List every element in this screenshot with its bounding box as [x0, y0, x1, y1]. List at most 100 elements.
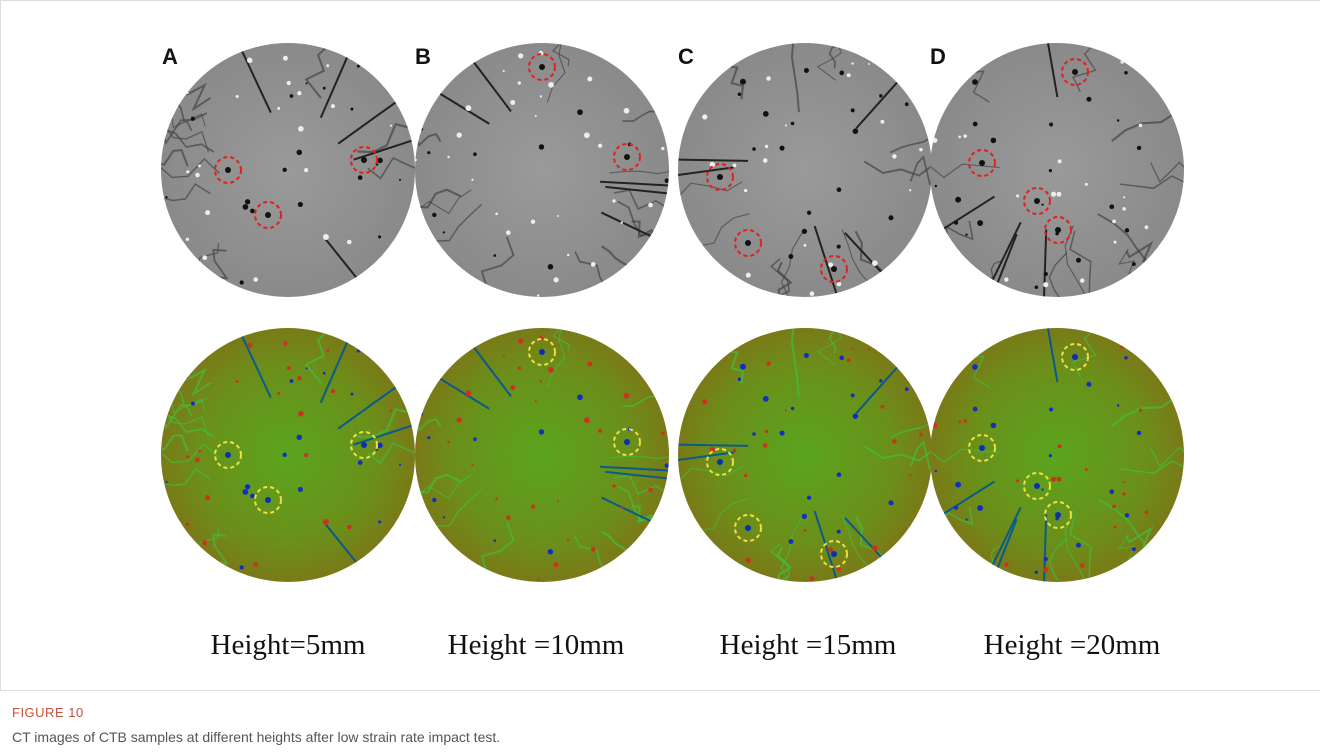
pore [973, 122, 978, 127]
figure: A B C D Height=5mm Height =10mm Height =… [0, 0, 1320, 755]
pore [853, 413, 859, 419]
pore [399, 179, 401, 181]
pore [548, 264, 553, 269]
defect-pore [831, 551, 837, 557]
pore [473, 437, 477, 441]
pore [304, 168, 308, 172]
pore [746, 273, 751, 278]
pore [1123, 196, 1125, 198]
pore [879, 94, 882, 97]
pore [802, 229, 807, 234]
pore [577, 109, 583, 115]
pore [763, 111, 769, 117]
pore [1145, 510, 1149, 514]
pore [1112, 504, 1116, 508]
defect-pore [1055, 227, 1061, 233]
pore [331, 104, 335, 108]
pore [323, 372, 326, 375]
pore [935, 470, 937, 472]
defect-pore [717, 174, 723, 180]
pore [1109, 489, 1114, 494]
defect-pore [1072, 354, 1078, 360]
pore [253, 562, 258, 567]
pore [537, 294, 539, 296]
pore [186, 238, 189, 241]
pore [837, 472, 842, 477]
defect-pore [831, 266, 837, 272]
pore [744, 189, 747, 192]
pore [1125, 513, 1129, 517]
pore [702, 114, 707, 119]
pore [810, 576, 815, 581]
pore [1080, 563, 1084, 567]
pore [1057, 192, 1062, 197]
pore [535, 115, 537, 117]
pore [1049, 122, 1053, 126]
pore [1139, 124, 1142, 127]
pore [277, 107, 280, 110]
defect-pore [624, 439, 630, 445]
pore [733, 449, 737, 453]
pore [1051, 477, 1056, 482]
pore [740, 364, 746, 370]
pore [837, 245, 841, 249]
caption: CT images of CTB samples at different he… [12, 729, 500, 745]
pore [506, 230, 511, 235]
pore [853, 128, 859, 134]
pore [752, 432, 756, 436]
pore [1004, 562, 1008, 566]
pore [905, 102, 909, 106]
pore [1035, 570, 1039, 574]
pore [518, 81, 521, 84]
panel-label: B [415, 44, 431, 69]
pore [888, 500, 893, 505]
defect-pore [225, 167, 231, 173]
pore [245, 199, 250, 204]
pore [304, 453, 308, 457]
pore [587, 76, 592, 81]
major-crack [673, 160, 748, 161]
pore [1132, 262, 1136, 266]
pore [839, 356, 844, 361]
pore [421, 413, 423, 415]
pore [290, 379, 294, 383]
pore [443, 516, 445, 518]
pore [283, 341, 288, 346]
pore [447, 441, 449, 443]
pore [427, 151, 430, 154]
pore [165, 196, 167, 198]
pore [765, 430, 768, 433]
pore [165, 481, 167, 483]
pore [465, 390, 471, 396]
pore [648, 203, 653, 208]
pore [810, 291, 815, 296]
pore [323, 519, 329, 525]
pore [282, 168, 286, 172]
ct-slice [925, 323, 1189, 587]
pore [785, 409, 787, 411]
pore [791, 407, 794, 410]
pore [963, 419, 966, 422]
pore [503, 70, 505, 72]
pore [888, 215, 893, 220]
pore [779, 146, 784, 151]
pore [326, 64, 329, 67]
pore [186, 92, 188, 94]
pore [665, 463, 670, 468]
pore [1049, 454, 1052, 457]
pore [584, 132, 590, 138]
pore [548, 82, 554, 88]
pore [802, 514, 807, 519]
pore [624, 393, 630, 399]
pore [567, 254, 569, 256]
pore [958, 421, 961, 424]
pore [733, 164, 737, 168]
ct-slice [415, 39, 674, 297]
pore [665, 178, 670, 183]
pore [298, 202, 303, 207]
pore [1137, 146, 1141, 150]
pore [807, 496, 811, 500]
pore [1112, 219, 1116, 223]
pore [965, 518, 967, 520]
defect-pore [1055, 512, 1061, 518]
